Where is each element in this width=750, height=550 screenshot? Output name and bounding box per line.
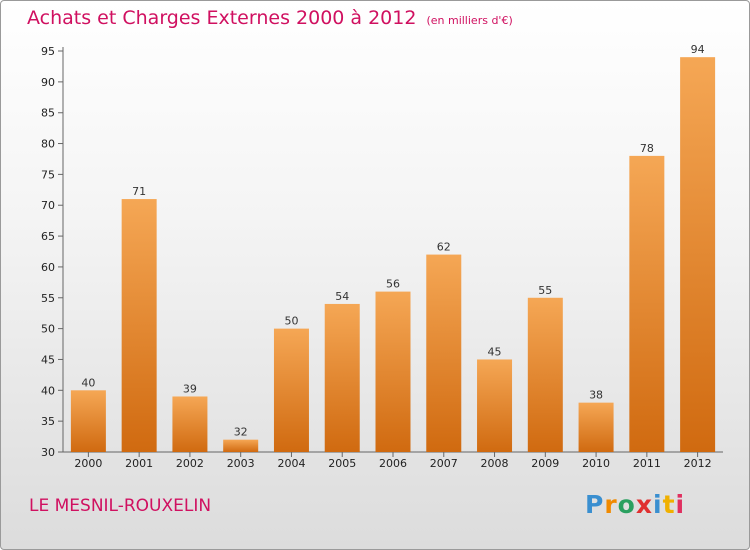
bar (172, 396, 208, 452)
logo-letter: P (585, 490, 605, 519)
bar (578, 402, 614, 452)
value-label: 94 (691, 43, 705, 56)
bar (680, 57, 716, 453)
bar (375, 291, 411, 452)
value-label: 32 (234, 426, 248, 439)
value-label: 55 (538, 284, 552, 297)
proxiti-logo: Proxiti (585, 490, 685, 519)
bar (121, 199, 157, 452)
x-tick-label: 2012 (684, 457, 712, 470)
value-label: 54 (335, 290, 349, 303)
y-tick-label: 55 (41, 292, 55, 305)
value-label: 39 (183, 382, 197, 395)
logo-letter: o (617, 490, 636, 519)
logo-letter: t (662, 490, 676, 519)
value-label: 45 (488, 345, 502, 358)
y-tick-label: 40 (41, 384, 55, 397)
logo-letter: r (604, 490, 618, 519)
commune-name: LE MESNIL-ROUXELIN (29, 496, 212, 516)
value-labels: 40 71 39 32 50 54 56 62 45 55 38 78 94 (81, 43, 704, 438)
y-tick-label: 50 (41, 323, 55, 336)
logo-letter: x (635, 490, 653, 519)
bar (324, 303, 360, 452)
value-label: 50 (284, 315, 298, 328)
bar (426, 254, 462, 452)
y-tick-label: 30 (41, 446, 55, 459)
bars (70, 57, 716, 453)
y-tick-label: 80 (41, 138, 55, 151)
value-label: 56 (386, 278, 400, 291)
x-tick-label: 2009 (531, 457, 559, 470)
y-tick-label: 85 (41, 107, 55, 120)
x-tick-label: 2004 (277, 457, 305, 470)
value-label: 62 (437, 241, 451, 254)
x-tick-label: 2010 (582, 457, 610, 470)
y-tick-label: 35 (41, 415, 55, 428)
x-tick-label: 2007 (430, 457, 458, 470)
y-tick-label: 75 (41, 168, 55, 181)
x-tick-label: 2011 (633, 457, 661, 470)
bar (223, 439, 259, 452)
x-tick-label: 2003 (227, 457, 255, 470)
bar (273, 328, 309, 452)
logo-letter: i (675, 490, 686, 519)
y-tick-label: 45 (41, 353, 55, 366)
bar (477, 359, 513, 452)
chart-title: Achats et Charges Externes 2000 à 2012 (27, 7, 417, 29)
chart-title-block: Achats et Charges Externes 2000 à 2012 (e… (27, 7, 513, 29)
bar (629, 155, 665, 452)
x-tick-label: 2002 (176, 457, 204, 470)
x-tick-label: 2008 (481, 457, 509, 470)
y-tick-label: 95 (41, 45, 55, 58)
logo-letter: i (653, 490, 663, 519)
value-label: 40 (81, 376, 95, 389)
value-label: 78 (640, 142, 654, 155)
bar (70, 390, 106, 452)
y-tick-label: 90 (41, 76, 55, 89)
value-label: 71 (132, 185, 146, 198)
x-tick-label: 2000 (74, 457, 102, 470)
x-tick-label: 2001 (125, 457, 153, 470)
bar (527, 297, 563, 452)
value-label: 38 (589, 389, 603, 402)
y-tick-label: 60 (41, 261, 55, 274)
x-tick-label: 2005 (328, 457, 356, 470)
x-tick-label: 2006 (379, 457, 407, 470)
chart-unit: (en milliers d'€) (426, 14, 513, 27)
y-tick-label: 65 (41, 230, 55, 243)
y-tick-label: 70 (41, 199, 55, 212)
